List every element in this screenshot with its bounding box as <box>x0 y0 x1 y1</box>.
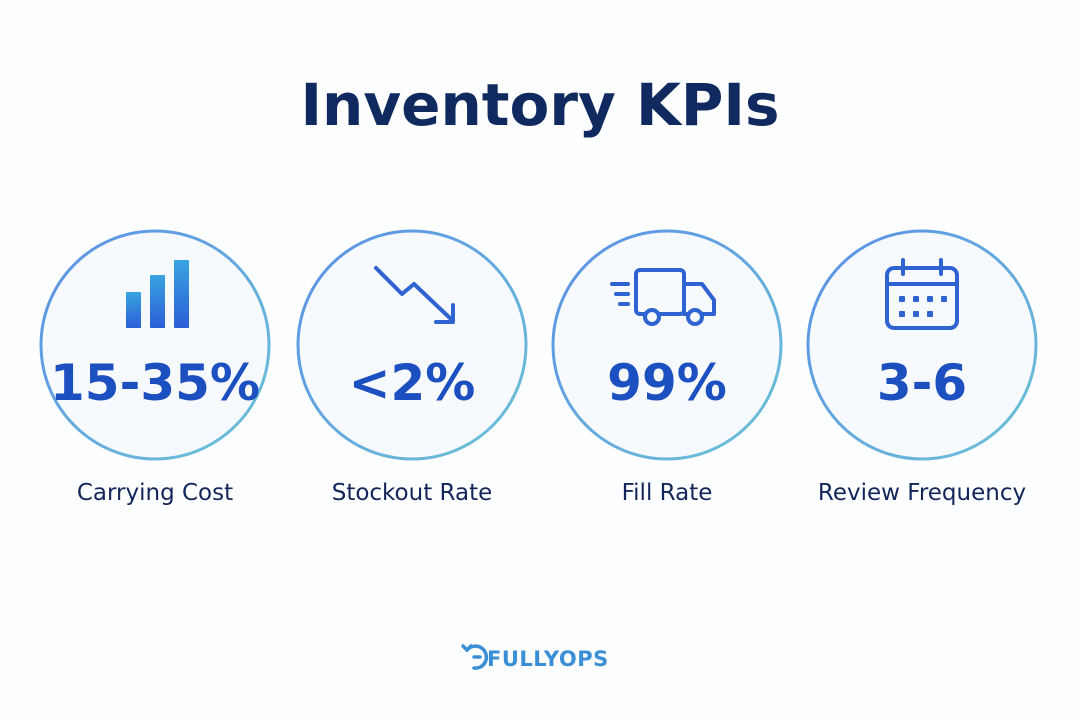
kpi-value: <2% <box>349 354 476 412</box>
brand-name: FULLYOPS <box>487 647 609 671</box>
trend-down-icon <box>374 266 455 324</box>
kpi-circles <box>39 229 1038 461</box>
kpi-label: Review Frequency <box>818 480 1026 506</box>
calendar-icon <box>885 258 959 330</box>
kpi-label: Carrying Cost <box>77 480 233 506</box>
kpi-value: 3-6 <box>877 354 967 412</box>
kpi-value: 15-35% <box>50 354 260 412</box>
title: Inventory KPIs <box>300 71 779 139</box>
kpi-value: 99% <box>607 354 727 412</box>
kpi-circle <box>39 229 271 461</box>
kpi-circle <box>806 229 1038 461</box>
brand-logo <box>461 644 489 670</box>
kpi-circle <box>551 229 783 461</box>
bar-icon <box>126 260 189 328</box>
kpi-label: Fill Rate <box>622 480 713 506</box>
kpi-label: Stockout Rate <box>332 480 493 506</box>
kpi-circle <box>296 229 528 461</box>
truck-icon <box>610 268 716 326</box>
